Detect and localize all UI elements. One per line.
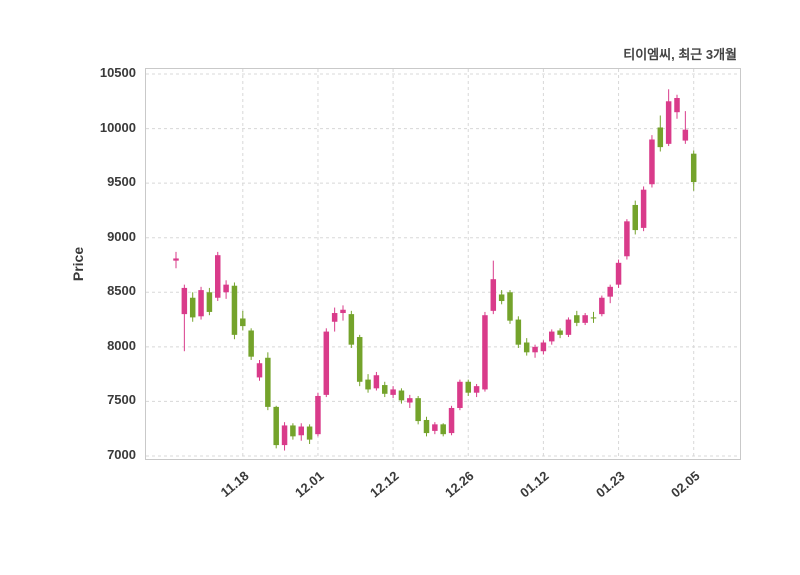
- x-tick-label: 11.18: [217, 468, 252, 500]
- y-tick-label: 9000: [107, 228, 136, 244]
- candle-body-up: [315, 395, 321, 435]
- candle-body-up: [173, 258, 179, 261]
- candle-body-down: [523, 342, 530, 353]
- x-tick-label: 01.23: [592, 468, 628, 501]
- candle-body-up: [540, 342, 547, 352]
- candle-body-up: [682, 129, 689, 141]
- candle-body-down: [356, 337, 363, 382]
- candle-body-down: [515, 319, 522, 345]
- x-tick-label: 02.05: [667, 468, 703, 501]
- candle-body-up: [549, 331, 555, 342]
- candle-body-down: [248, 330, 254, 357]
- candle-body-up: [599, 297, 605, 315]
- y-tick-label: 7000: [107, 447, 136, 462]
- candle-body-down: [306, 426, 313, 440]
- candle-body-up: [198, 290, 204, 317]
- y-tick-label: 8500: [107, 283, 136, 299]
- candle-body-down: [632, 204, 638, 231]
- y-axis-label: Price: [70, 246, 86, 282]
- candle-body-up: [331, 313, 338, 322]
- candle-body-up: [565, 319, 572, 335]
- candle-body-up: [473, 386, 480, 393]
- y-tick-label: 8000: [107, 337, 136, 353]
- candle-body-up: [607, 286, 613, 297]
- chart-legend-title: 티이엠씨, 최근 3개월: [623, 47, 737, 62]
- candle-body-up: [340, 309, 346, 314]
- candle-body-up: [457, 381, 463, 408]
- candle-body-up: [281, 425, 288, 446]
- x-tick-label: 12.12: [367, 468, 402, 501]
- x-tick-label: 12.01: [292, 468, 327, 501]
- candle-body-down: [365, 379, 371, 390]
- candle-body-up: [448, 407, 455, 434]
- candle-body-up: [373, 375, 380, 389]
- plot-area: [145, 68, 741, 460]
- candle-body-down: [189, 297, 196, 318]
- y-tick-label: 9500: [107, 174, 136, 190]
- candle-body-up: [665, 101, 672, 144]
- candle-body-down: [348, 314, 355, 345]
- candle-body-down: [507, 292, 513, 321]
- y-tick-label: 10000: [99, 119, 136, 135]
- candle-body-down: [265, 357, 271, 407]
- candle-body-up: [674, 98, 680, 113]
- candle-body-down: [498, 294, 505, 302]
- candle-body-up: [490, 279, 497, 311]
- candle-body-up: [582, 315, 588, 323]
- candle-body-up: [215, 255, 221, 298]
- candle-body-down: [415, 398, 421, 422]
- candlestick-svg: [146, 69, 740, 459]
- candle-body-down: [574, 315, 580, 323]
- candle-body-up: [181, 287, 188, 315]
- candle-body-up: [532, 346, 538, 353]
- x-tick-label: 12.26: [442, 468, 477, 501]
- candle-body-down: [690, 153, 697, 183]
- candle-body-up: [640, 189, 647, 228]
- candle-body-down: [382, 385, 388, 394]
- candle-body-down: [240, 318, 246, 327]
- candle-body-up: [649, 139, 655, 185]
- candle-body-down: [465, 381, 471, 393]
- candle-body-up: [390, 389, 396, 395]
- candle-body-down: [398, 390, 405, 401]
- candle-body-down: [423, 419, 430, 434]
- candle-body-up: [432, 424, 438, 431]
- candle-body-up: [615, 262, 622, 285]
- candle-body-down: [231, 285, 238, 335]
- candle-body-down: [206, 292, 213, 312]
- y-tick-label: 7500: [107, 392, 136, 408]
- candle-body-down: [440, 424, 446, 435]
- candle-body-down: [590, 317, 597, 319]
- candle-body-down: [273, 406, 279, 446]
- candle-body-up: [482, 315, 488, 390]
- candle-body-up: [256, 363, 263, 378]
- candle-body-down: [290, 425, 296, 437]
- x-tick-label: 01.12: [517, 468, 553, 501]
- y-tick-label: 10500: [99, 65, 136, 80]
- candle-body-up: [407, 398, 413, 403]
- candle-body-up: [323, 331, 330, 395]
- candle-body-down: [657, 127, 664, 148]
- candle-body-up: [298, 426, 304, 436]
- candle-body-up: [223, 284, 229, 293]
- candle-body-up: [624, 221, 630, 257]
- candle-body-down: [557, 330, 563, 335]
